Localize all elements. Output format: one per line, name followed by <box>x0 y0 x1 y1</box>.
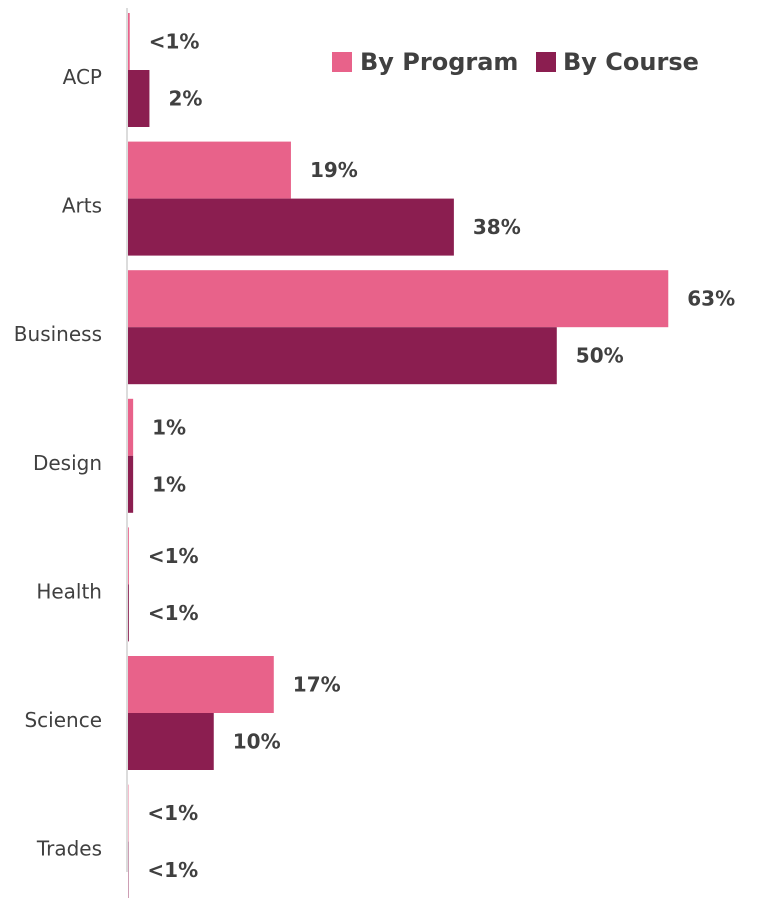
bar-by-program-business <box>128 270 669 328</box>
data-label-by-program-arts: 19% <box>310 158 358 182</box>
category-label-science: Science <box>24 708 102 732</box>
legend-swatch-by-program <box>332 52 352 72</box>
data-label-by-program-acp: <1% <box>149 30 200 54</box>
bar-by-course-business <box>128 327 557 385</box>
category-label-business: Business <box>14 322 102 346</box>
data-label-by-course-business: 50% <box>576 344 624 368</box>
data-label-by-program-health: <1% <box>148 544 199 568</box>
data-label-by-course-arts: 38% <box>473 215 521 239</box>
bar-by-course-design <box>128 455 134 513</box>
data-label-by-course-design: 1% <box>152 472 186 496</box>
bars <box>128 13 669 898</box>
category-label-acp: ACP <box>63 65 102 89</box>
data-label-by-program-business: 63% <box>687 287 735 311</box>
bar-by-course-science <box>128 713 214 770</box>
data-labels: <1% 2% 19% 38% 63% 50% 1% 1% <1% <1% 17% 10% <1% <1% <box>147 30 735 883</box>
bar-by-program-science <box>128 656 274 713</box>
bar-by-course-acp <box>128 70 150 127</box>
data-label-by-program-science: 17% <box>293 673 341 697</box>
legend: By Program By Course <box>332 48 699 76</box>
data-label-by-course-science: 10% <box>233 730 281 754</box>
category-label-trades: Trades <box>36 837 102 861</box>
data-label-by-course-trades: <1% <box>147 858 198 882</box>
bar-by-course-health <box>128 584 129 642</box>
data-label-by-program-trades: <1% <box>147 801 198 825</box>
bar-by-program-acp <box>128 13 130 70</box>
category-label-health: Health <box>36 579 102 603</box>
bar-by-program-health <box>128 527 129 585</box>
data-label-by-program-design: 1% <box>152 415 186 439</box>
legend-swatch-by-course <box>536 52 556 72</box>
bar-by-program-design <box>128 398 134 456</box>
bar-by-course-arts <box>128 198 454 256</box>
bar-by-program-arts <box>128 141 291 199</box>
category-labels: ACP Arts Business Design Health Science Trades <box>14 65 102 861</box>
category-label-arts: Arts <box>62 194 102 218</box>
data-label-by-course-health: <1% <box>148 601 199 625</box>
data-label-by-course-acp: 2% <box>168 87 202 111</box>
category-label-design: Design <box>33 451 102 475</box>
legend-label-by-course: By Course <box>563 48 699 76</box>
legend-label-by-program: By Program <box>360 48 518 76</box>
